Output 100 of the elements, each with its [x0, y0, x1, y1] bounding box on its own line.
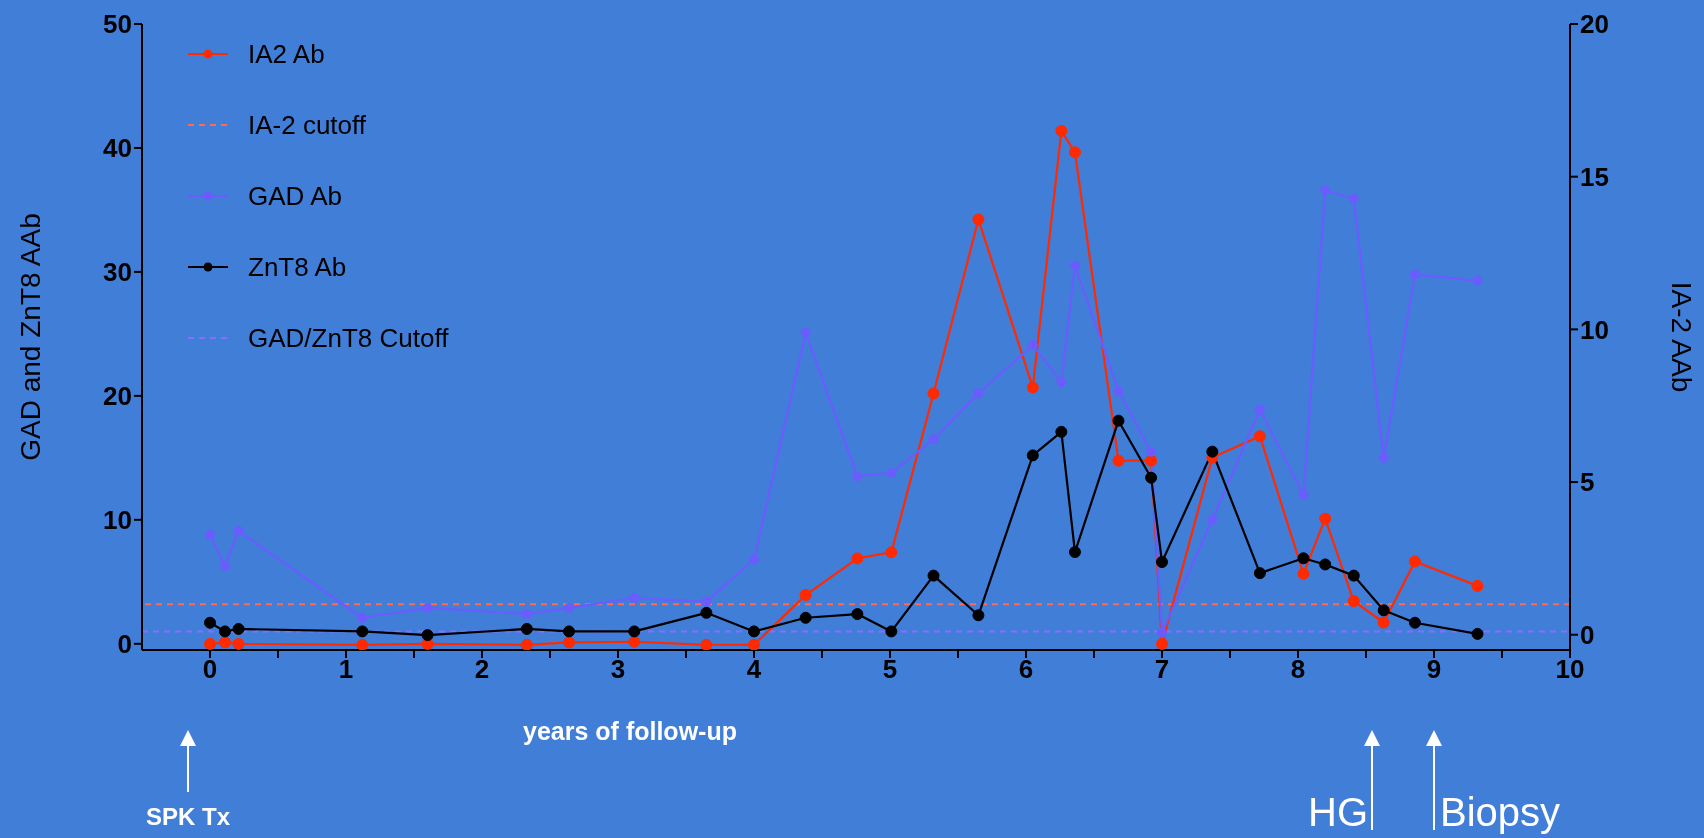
point — [1055, 425, 1068, 438]
point — [1377, 616, 1390, 629]
point — [1319, 512, 1332, 525]
y2-tick-label: 0 — [1580, 619, 1595, 650]
point — [972, 213, 985, 226]
point — [1069, 260, 1080, 271]
point — [1298, 490, 1309, 501]
point — [563, 636, 576, 649]
point — [700, 606, 713, 619]
point — [1377, 604, 1390, 617]
point — [356, 638, 369, 650]
point — [885, 546, 898, 559]
x-tick-label: 9 — [1426, 654, 1442, 685]
point — [799, 611, 812, 624]
point — [1207, 514, 1218, 525]
legend-label: IA2 Ab — [248, 39, 325, 69]
point — [1026, 449, 1039, 462]
x-tick-label: 2 — [474, 654, 490, 685]
point — [852, 471, 863, 482]
point — [520, 622, 533, 635]
point — [218, 636, 231, 649]
y-tick-label: 50 — [103, 9, 132, 40]
point — [799, 589, 812, 602]
point — [1068, 546, 1081, 559]
x-tick-label: 6 — [1018, 654, 1034, 685]
point — [1157, 627, 1167, 638]
legend-label: GAD/ZnT8 Cutoff — [248, 323, 450, 353]
point — [748, 638, 760, 650]
x-tick-label: 8 — [1290, 654, 1306, 685]
point — [233, 526, 244, 536]
point — [1254, 404, 1265, 415]
legend-label: IA-2 cutoff — [248, 110, 367, 140]
y2-tick-label: 15 — [1580, 161, 1609, 192]
point — [1055, 124, 1068, 137]
point — [928, 434, 939, 445]
point — [1347, 569, 1360, 582]
point — [701, 596, 712, 607]
point — [851, 552, 864, 565]
x-tick-label: 7 — [1154, 654, 1170, 685]
point — [1408, 616, 1421, 629]
point — [1068, 146, 1081, 159]
text: HG — [1308, 790, 1368, 834]
point — [1146, 446, 1157, 457]
point — [1145, 471, 1158, 484]
legend-label: ZnT8 Ab — [248, 252, 347, 282]
x-tick-label: 4 — [746, 654, 762, 685]
point — [800, 327, 811, 338]
point — [972, 609, 985, 622]
y2-tick-label: 20 — [1580, 9, 1609, 40]
point — [1253, 430, 1266, 443]
x-tick-label: 0 — [202, 654, 218, 685]
point — [1347, 595, 1360, 608]
point — [629, 592, 640, 603]
point — [973, 388, 984, 399]
point — [204, 616, 216, 629]
point — [1471, 579, 1484, 592]
point — [356, 625, 369, 638]
point — [205, 529, 215, 540]
point — [1027, 340, 1038, 351]
y2-tick-label: 5 — [1580, 467, 1595, 498]
y-tick-label: 20 — [103, 381, 132, 412]
point — [563, 625, 576, 638]
y2-tick-label: 10 — [1580, 314, 1609, 345]
point — [628, 635, 641, 648]
point — [749, 554, 759, 565]
point — [886, 467, 897, 478]
point — [1348, 193, 1359, 204]
point — [927, 569, 940, 582]
point — [1145, 454, 1158, 467]
point — [1156, 555, 1168, 568]
point — [1026, 381, 1039, 394]
point — [927, 387, 940, 400]
point — [1409, 269, 1420, 280]
y-tick-label: 40 — [103, 133, 132, 164]
text: Biopsy — [1440, 790, 1561, 834]
y-tick-label: 0 — [117, 629, 132, 660]
point — [1297, 552, 1310, 565]
point — [700, 638, 713, 650]
point — [1320, 185, 1331, 196]
y-tick-label: 10 — [103, 505, 132, 536]
point — [1319, 558, 1332, 571]
point — [1472, 275, 1483, 286]
point — [422, 602, 433, 613]
point — [1156, 637, 1168, 650]
point — [1056, 377, 1067, 388]
point — [1253, 567, 1266, 580]
x-tick-label: 1 — [338, 654, 354, 685]
point — [232, 622, 245, 635]
point — [520, 638, 533, 650]
point — [1378, 452, 1389, 463]
x-tick-label: 10 — [1555, 654, 1585, 685]
point — [1112, 454, 1125, 467]
y-tick-label: 30 — [103, 257, 132, 288]
point — [421, 629, 434, 642]
point — [1471, 627, 1484, 640]
y2-axis-title: IA-2 AAb — [1666, 281, 1697, 393]
point — [219, 560, 230, 571]
text: SPK Tx — [145, 803, 231, 830]
point — [564, 602, 575, 613]
point — [204, 637, 216, 650]
